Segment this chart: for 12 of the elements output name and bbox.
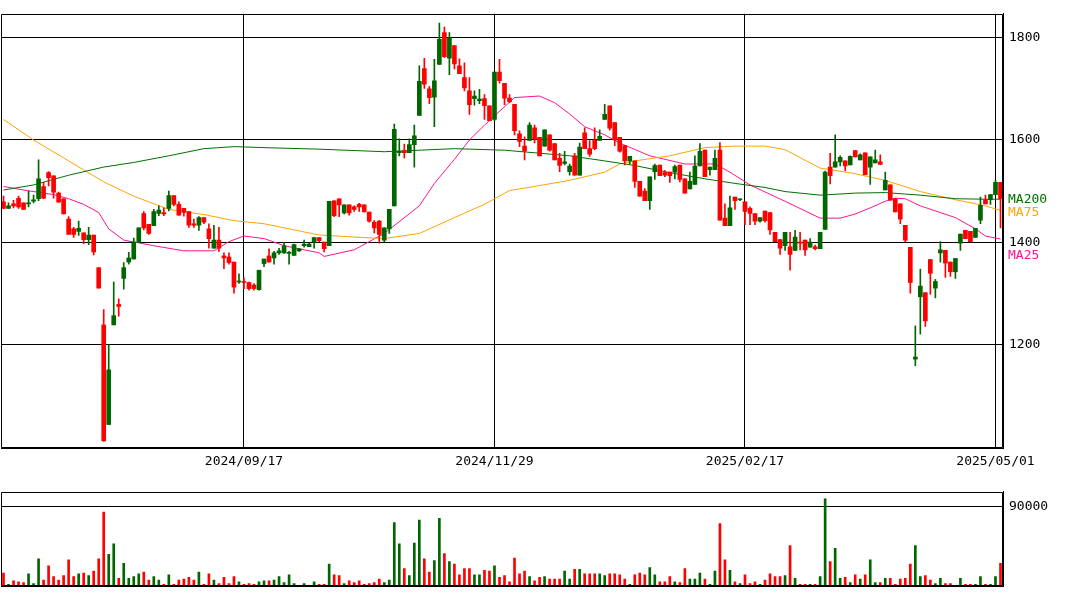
y-tick-label: 90000 bbox=[1009, 498, 1049, 514]
series-label: MA25 bbox=[1008, 246, 1040, 262]
x-tick-label: 2025/05/01 bbox=[956, 453, 1035, 469]
x-tick-label: 2024/11/29 bbox=[455, 453, 534, 469]
y-tick-label: 1200 bbox=[1009, 335, 1041, 351]
y-tick-label: 1800 bbox=[1009, 29, 1041, 45]
series-label: MA200 bbox=[1008, 190, 1048, 206]
series-label: MA75 bbox=[1008, 203, 1040, 219]
y-tick-label: 1400 bbox=[1009, 233, 1041, 249]
y-tick-label: 1600 bbox=[1009, 131, 1041, 147]
x-tick-label: 2024/09/17 bbox=[204, 453, 284, 469]
x-tick-label: 2025/02/17 bbox=[705, 453, 785, 469]
